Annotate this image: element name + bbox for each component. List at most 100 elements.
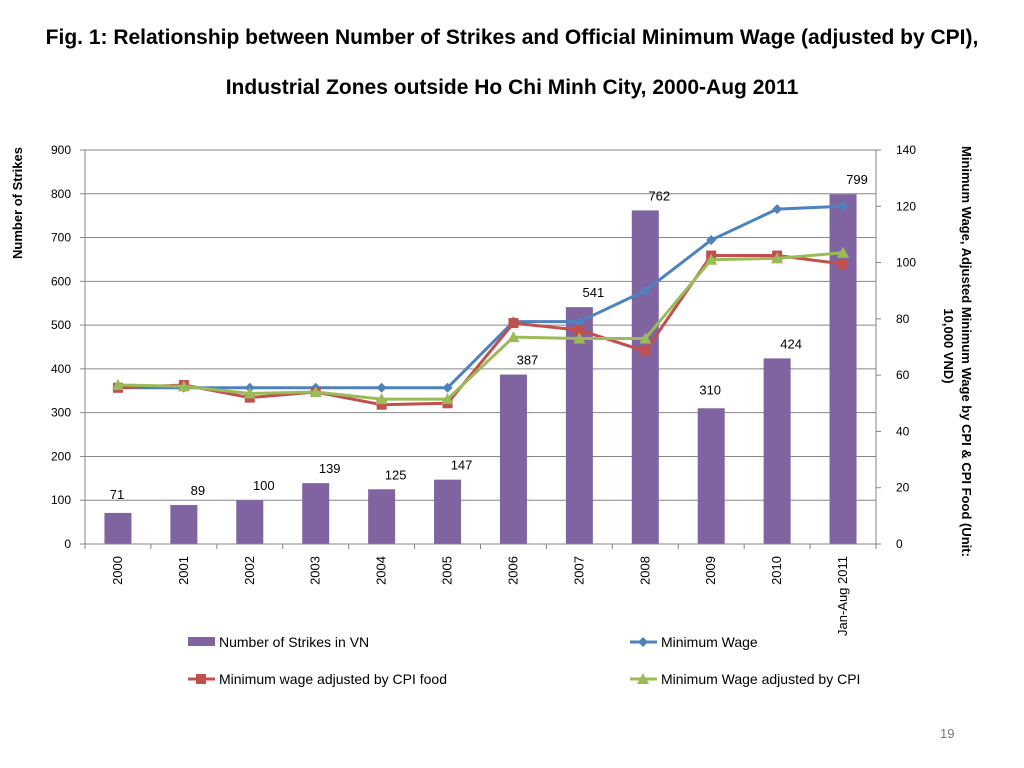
point-minimum-wage-adjusted-by-cpi-food [508, 318, 519, 329]
bar [499, 374, 527, 544]
point-minimum-wage-adjusted-by-cpi [639, 332, 652, 344]
page-number: 19 [940, 726, 955, 741]
point-minimum-wage [376, 382, 387, 393]
point-minimum-wage-adjusted-by-cpi [375, 393, 388, 405]
y-tick-label: 900 [51, 143, 71, 157]
point-minimum-wage [640, 285, 651, 296]
x-tick-label: 2009 [703, 556, 718, 585]
bar [368, 489, 396, 544]
legend-label: Number of Strikes in VN [219, 634, 369, 650]
y-tick-label: 700 [51, 231, 71, 245]
point-minimum-wage [706, 235, 717, 246]
legend-marker [638, 637, 648, 647]
bar-data-label: 424 [780, 336, 802, 351]
point-minimum-wage [574, 316, 585, 327]
y-tick-label: 600 [51, 274, 71, 288]
bar [236, 500, 264, 544]
legend-label: Minimum wage adjusted by CPI food [219, 671, 447, 687]
bar-data-label: 125 [385, 467, 407, 482]
point-minimum-wage-adjusted-by-cpi [705, 253, 718, 265]
bar [763, 358, 791, 544]
y-axis-title: Number of Strikes [10, 147, 25, 259]
y2-tick-label: 80 [896, 312, 910, 326]
y-tick-label: 800 [51, 187, 71, 201]
y2-tick-label: 0 [896, 537, 903, 551]
point-minimum-wage-adjusted-by-cpi-food [838, 258, 849, 269]
legend-swatch [188, 637, 215, 646]
point-minimum-wage-adjusted-by-cpi [837, 246, 850, 258]
chart-title-line2: Industrial Zones outside Ho Chi Minh Cit… [225, 76, 799, 99]
bar-data-label: 89 [191, 483, 205, 498]
bar-data-label: 799 [846, 172, 868, 187]
y2-tick-label: 60 [896, 368, 910, 382]
bar [170, 505, 198, 544]
bar-data-label: 310 [699, 382, 721, 397]
point-minimum-wage-adjusted-by-cpi [177, 380, 190, 392]
x-tick-label: 2004 [374, 556, 389, 585]
bar [829, 194, 857, 544]
chart-title-line1: Fig. 1: Relationship between Number of S… [45, 26, 979, 49]
series-line-minimum-wage [117, 204, 844, 390]
series-lines [111, 201, 850, 410]
y2-tick-label: 140 [896, 143, 916, 157]
x-tick-label: Jan-Aug 2011 [835, 556, 850, 636]
bar [697, 408, 725, 544]
bar-data-label: 147 [451, 458, 473, 473]
point-minimum-wage-adjusted-by-cpi [573, 332, 586, 344]
legend-marker [637, 673, 649, 684]
legend-marker [196, 674, 206, 684]
bar-data-label: 762 [648, 188, 670, 203]
y2-axis-title-line1: Minimum Wage, Adjusted Minimum Wage by C… [959, 146, 974, 557]
bar-data-label: 139 [319, 461, 341, 476]
point-minimum-wage-adjusted-by-cpi-food [376, 399, 387, 410]
legend: Number of Strikes in VN Minimum Wage Minim… [188, 634, 860, 687]
y2-tick-label: 20 [896, 481, 910, 495]
point-minimum-wage [838, 201, 849, 212]
series-line-minimum-wage-adjusted-by-cpi-food [117, 254, 844, 407]
x-tick-label: 2002 [242, 556, 257, 585]
x-tick-label: 2005 [440, 556, 455, 585]
x-tick-label: 2000 [110, 556, 125, 585]
y2-tick-label: 100 [896, 256, 916, 270]
y-tick-label: 100 [51, 493, 71, 507]
bar [104, 512, 132, 544]
point-minimum-wage [442, 382, 453, 393]
axes [80, 149, 881, 549]
y2-tick-label: 40 [896, 424, 910, 438]
bar [631, 210, 659, 544]
y-tick-label: 200 [51, 449, 71, 463]
point-minimum-wage-adjusted-by-cpi [111, 378, 124, 390]
series-line-minimum-wage-adjusted-by-cpi [117, 251, 844, 401]
x-tick-label: 2001 [176, 556, 191, 585]
bar-data-label: 71 [110, 487, 124, 502]
bar [434, 479, 462, 544]
point-minimum-wage-adjusted-by-cpi [441, 393, 454, 405]
legend-label: Minimum Wage adjusted by CPI [661, 671, 860, 687]
point-minimum-wage-adjusted-by-cpi-food [640, 346, 651, 357]
y-tick-label: 400 [51, 362, 71, 376]
x-tick-label: 2006 [505, 556, 520, 585]
labels: 0 100 200 300 400 500 600 700 800 900 0 20 40 60 80 100… [10, 143, 974, 636]
legend-label: Minimum Wage [661, 634, 758, 650]
bar-data-label: 541 [583, 285, 605, 300]
y-tick-label: 300 [51, 406, 71, 420]
y2-tick-label: 120 [896, 199, 916, 213]
x-tick-label: 2010 [769, 556, 784, 585]
x-tick-label: 2003 [308, 556, 323, 585]
bar [302, 483, 330, 544]
y-tick-label: 0 [64, 537, 71, 551]
point-minimum-wage [772, 204, 783, 215]
point-minimum-wage-adjusted-by-cpi-food [574, 325, 585, 336]
bar [565, 307, 593, 544]
y-tick-label: 500 [51, 318, 71, 332]
point-minimum-wage-adjusted-by-cpi [309, 386, 322, 398]
x-tick-label: 2007 [571, 556, 586, 585]
y2-axis-title-line2: 10,000 VND) [941, 308, 956, 383]
point-minimum-wage-adjusted-by-cpi [771, 252, 784, 264]
bar-data-label: 100 [253, 478, 275, 493]
bar-data-label: 387 [517, 353, 539, 368]
point-minimum-wage-adjusted-by-cpi [243, 387, 256, 399]
x-tick-label: 2008 [637, 556, 652, 585]
gridlines [85, 149, 876, 545]
